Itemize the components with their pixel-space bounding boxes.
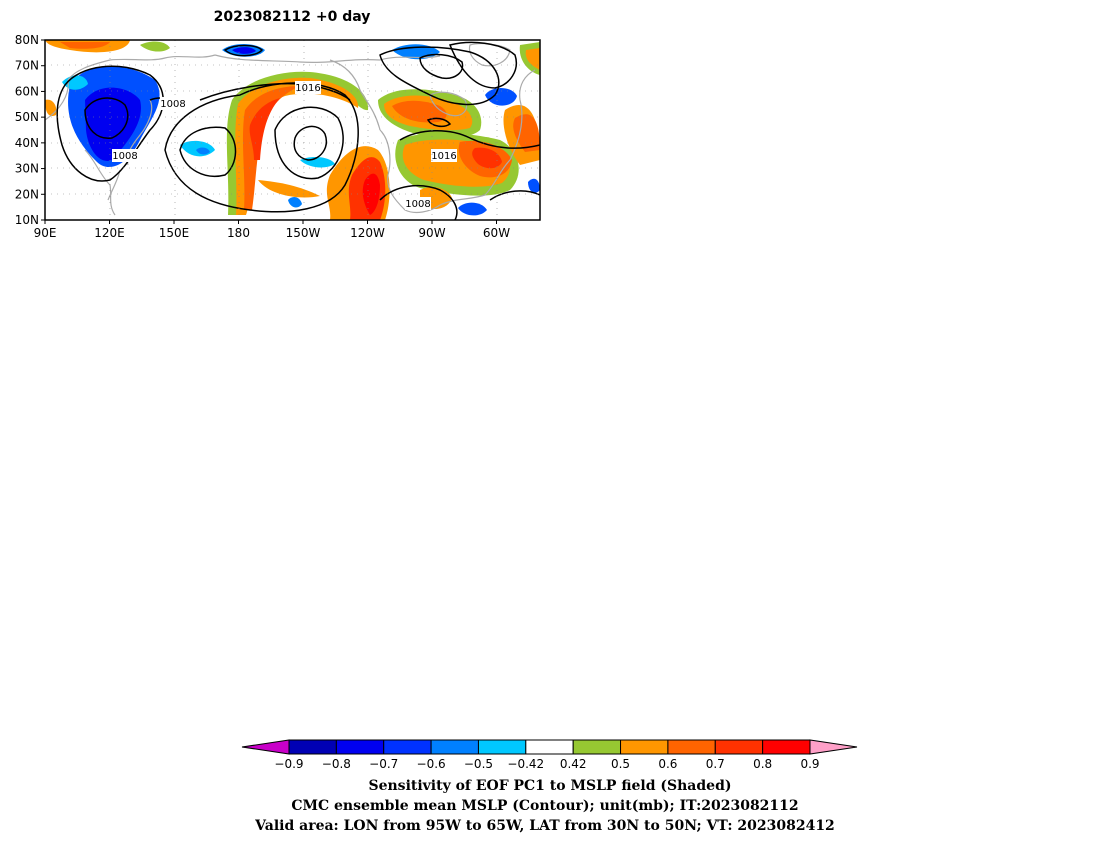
shade-east-darkorange <box>513 114 540 152</box>
coast-alaska <box>329 59 381 131</box>
contour-mexico-low <box>379 184 458 220</box>
colorbar-tick-label: 0.9 <box>800 757 819 771</box>
shade-westcoast-deepred <box>362 173 380 215</box>
lat-tick-label: 60N <box>15 84 39 98</box>
colorbar-swatch <box>430 739 479 755</box>
contour-label-box-5 <box>405 197 431 210</box>
lat-tick-label: 80N <box>15 33 39 47</box>
colorbar-swatch <box>714 739 764 755</box>
colorbar-low-triangle <box>241 739 290 755</box>
contour-label-5: 1008 <box>405 199 430 210</box>
contour-label-box-1 <box>160 97 186 110</box>
colorbar-tick-label: −0.42 <box>507 757 544 771</box>
contour-label-box-4 <box>431 149 457 162</box>
coast-hudson <box>429 91 468 117</box>
lon-tick-label: 180 <box>227 226 250 240</box>
contour-pacific-high-core <box>293 125 327 161</box>
lat-tick-label: 30N <box>15 162 39 176</box>
colorbar-tick-label: −0.9 <box>274 757 303 771</box>
shade-north-green <box>140 41 170 52</box>
sensitivity-shading <box>45 40 540 220</box>
contour-atlantic-1008 <box>489 190 540 201</box>
contour-pacific-high-mid <box>179 126 237 177</box>
shade-east-blue <box>528 178 540 193</box>
contour-atlantic-1016 <box>399 130 540 149</box>
shade-asia-darkblue <box>85 87 141 161</box>
map-frame <box>44 39 541 221</box>
lat-tick-label: 20N <box>15 187 39 201</box>
colorbar-tick-label: 0.5 <box>611 757 630 771</box>
shade-caribbean-blue <box>458 202 487 216</box>
shade-arc-red <box>249 98 280 160</box>
map-title: 2023082112 +0 day <box>214 9 371 25</box>
colorbar-swatch <box>667 739 716 755</box>
colorbar-swatch <box>572 739 622 755</box>
contour-greenland-low <box>448 41 517 89</box>
lon-tick-label: 60W <box>483 226 510 240</box>
lon-tick-label: 150E <box>159 226 190 240</box>
colorbar-tick-label: 0.7 <box>706 757 725 771</box>
contour-label-group: 1008 1008 1016 1016 1008 <box>112 81 457 210</box>
caption-line-1: Sensitivity of EOF PC1 to MSLP field (Sh… <box>368 778 731 794</box>
contour-polar-low-inner <box>419 53 464 80</box>
caption-line-2: CMC ensemble mean MSLP (Contour); unit(m… <box>291 798 798 814</box>
colorbar-high-triangle <box>809 739 858 755</box>
colorbar-swatch <box>477 739 527 755</box>
colorbar-swatch <box>620 739 669 755</box>
contour-label-1: 1008 <box>160 99 185 110</box>
coast-eastnorthamerica <box>509 69 536 161</box>
colorbar-tick-label: −0.8 <box>322 757 351 771</box>
contour-pacific-high-inner <box>274 106 344 180</box>
contour-label-2: 1008 <box>112 151 137 162</box>
shade-northwest-red <box>60 42 110 49</box>
shade-westasia-orange <box>45 99 57 117</box>
contour-label-3: 1016 <box>295 83 320 94</box>
longitude-axis: 90E 120E 150E 180 150W 120W 90W 60W <box>34 220 510 240</box>
contour-polar-low <box>379 46 500 106</box>
contour-pacific-high-outer <box>164 82 359 213</box>
colorbar-swatch <box>383 739 432 755</box>
shade-pac-tail-orange <box>258 180 320 198</box>
shade-atlantic-blue <box>485 87 517 106</box>
contour-label-box-2 <box>112 149 138 162</box>
lon-tick-label: 90E <box>34 226 57 240</box>
shade-tropic-blue <box>288 196 302 208</box>
contour-label-4: 1016 <box>431 151 456 162</box>
lon-tick-label: 90W <box>418 226 445 240</box>
shade-arctic-darkblue <box>232 47 256 54</box>
shade-northeast-orange <box>525 48 540 70</box>
contour-asia-low-inner <box>84 97 129 139</box>
lon-tick-label: 120E <box>94 226 125 240</box>
lat-tick-label: 50N <box>15 110 39 124</box>
lon-tick-label: 150W <box>286 226 321 240</box>
colorbar-tick-label: −0.6 <box>417 757 446 771</box>
colorbar-tick-label: 0.6 <box>658 757 677 771</box>
latitude-axis: 80N 70N 60N 50N 40N 30N 20N 10N <box>15 33 45 227</box>
colorbar-tick-label: −0.7 <box>369 757 398 771</box>
contour-label-box-3 <box>295 81 321 94</box>
lat-tick-label: 70N <box>15 59 39 73</box>
graticule <box>45 40 540 220</box>
lat-tick-label: 40N <box>15 136 39 150</box>
caption-line-3: Valid area: LON from 95W to 65W, LAT fro… <box>254 818 835 834</box>
lon-tick-label: 120W <box>350 226 385 240</box>
colorbar-tick-label: −0.5 <box>464 757 493 771</box>
coast-arctic <box>214 54 441 63</box>
colorbar: −0.9 −0.8 −0.7 −0.6 −0.5 −0.42 0.42 0.5 0.6 0.7 0.… <box>241 739 858 771</box>
lat-tick-label: 10N <box>15 213 39 227</box>
shade-us-red <box>472 147 502 169</box>
contour-canada-small <box>426 117 452 128</box>
colorbar-swatch <box>335 739 385 755</box>
colorbar-tick-label: 0.42 <box>560 757 587 771</box>
colorbar-swatch <box>525 739 574 755</box>
colorbar-swatch <box>762 739 811 755</box>
colorbar-swatch <box>288 739 337 755</box>
contour-arctic-low <box>223 44 264 57</box>
shade-pacific-blue2 <box>196 147 210 155</box>
colorbar-tick-label: 0.8 <box>753 757 772 771</box>
